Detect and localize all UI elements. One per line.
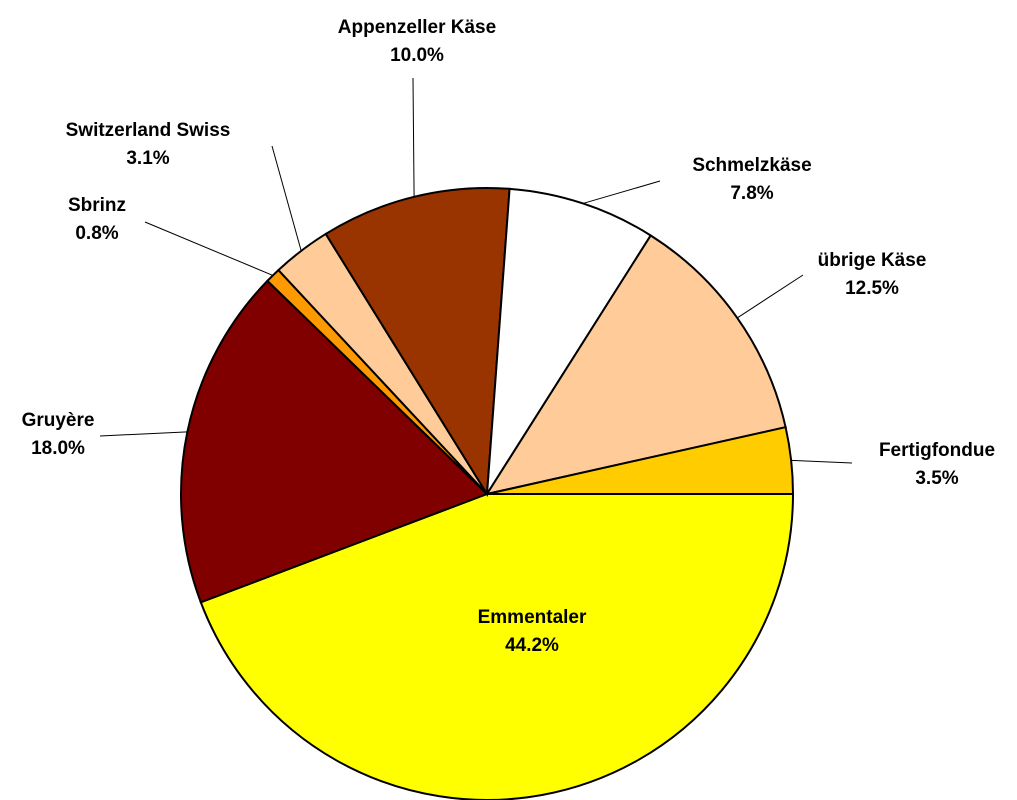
slice-value-label: 7.8%: [730, 183, 773, 204]
slice-label: Appenzeller Käse: [338, 17, 496, 38]
slice-value-label: 0.8%: [75, 223, 118, 244]
leader-line: [144, 221, 274, 276]
leader-line: [582, 180, 661, 204]
slice-value-label: 12.5%: [845, 278, 899, 299]
slice-label: Schmelzkäse: [692, 155, 811, 176]
leader-line: [791, 459, 853, 464]
slice-label: Fertigfondue: [879, 440, 995, 461]
pie-slice: [486, 425, 795, 495]
slice-label: Gruyère: [22, 410, 95, 431]
slice-label: Sbrinz: [68, 195, 126, 216]
leader-line: [271, 145, 302, 252]
pie-slice: [484, 234, 787, 496]
slice-value-label: 3.1%: [126, 148, 169, 169]
slice-value-label: 18.0%: [31, 438, 85, 459]
leader-line: [736, 274, 804, 319]
leader-line: [412, 77, 415, 197]
slice-label: Emmentaler: [478, 607, 587, 628]
slice-value-label: 44.2%: [505, 635, 559, 656]
slice-label: übrige Käse: [818, 250, 927, 271]
slice-label: Switzerland Swiss: [66, 120, 231, 141]
pie-slice: [199, 493, 795, 800]
slice-value-label: 3.5%: [915, 468, 958, 489]
leader-line: [99, 431, 188, 437]
slice-value-label: 10.0%: [390, 45, 444, 66]
pie-slice: [486, 187, 653, 495]
